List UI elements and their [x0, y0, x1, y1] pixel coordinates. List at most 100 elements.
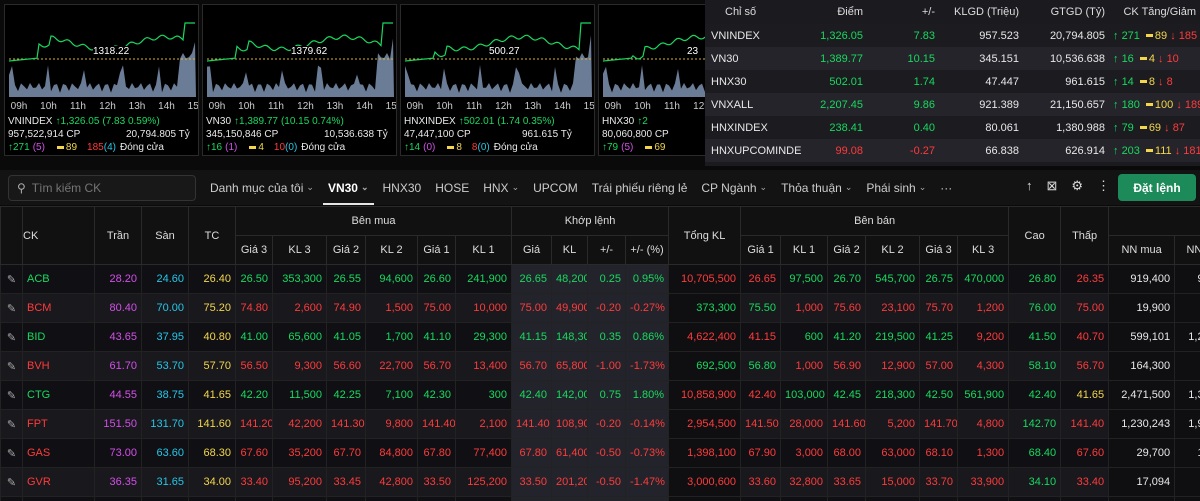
ticker-cell[interactable]: BVH — [22, 351, 95, 381]
index-row[interactable]: VN30 1,389.77 10.15 345.151 10,536.638 ↑ 16 4 … — [705, 47, 1200, 70]
index-card[interactable]: 500.2709h10h11h12h13h14h15hHNXINDEX↑502.… — [400, 4, 595, 156]
table-row[interactable]: ✎ ACB 28.20 24.60 26.40 26.50 353,300 26.55 94,6… — [0, 264, 1200, 294]
ticker-cell[interactable]: BID — [22, 322, 95, 352]
market-tab[interactable]: HOSE — [435, 170, 469, 205]
search-box[interactable]: ⚲ — [8, 174, 196, 201]
ticker-cell[interactable]: ACB — [22, 264, 95, 294]
col-header[interactable]: KL 3 — [957, 235, 1010, 265]
col-header-low[interactable]: Thấp — [1060, 206, 1110, 265]
col-header[interactable]: KL — [551, 235, 589, 265]
index-col-header[interactable]: Chỉ số — [725, 6, 757, 18]
cell: 41.05 — [326, 322, 366, 352]
col-header-total-vol[interactable]: Tổng KL — [668, 206, 742, 265]
place-order-button[interactable]: Đặt lệnh — [1118, 174, 1196, 201]
pin-icon[interactable]: ✎ — [0, 264, 23, 294]
pin-icon[interactable]: ✎ — [0, 409, 23, 439]
cell: 450,200 — [551, 496, 589, 501]
pin-icon[interactable]: ✎ — [0, 438, 23, 468]
index-row-breadth: ↑ 16 4 ↓ 10 — [1109, 53, 1200, 65]
table-row[interactable]: ✎ FPT 151.50 131.70 141.60 141.20 42,200 141.30… — [0, 409, 1200, 439]
pin-icon[interactable]: ✎ — [0, 380, 23, 410]
col-header[interactable]: KL 1 — [780, 235, 829, 265]
col-header[interactable]: Giá 2 — [326, 235, 366, 265]
index-row-change: 0.40 — [913, 121, 935, 134]
col-header-tran[interactable]: Trần — [94, 206, 142, 265]
group-header-foreign[interactable]: ĐTNN — [1108, 206, 1200, 236]
index-row[interactable]: VNINDEX 1,326.05 7.83 957.523 20,794.805 ↑ 27… — [705, 24, 1200, 47]
table-row[interactable]: ✎ BID 43.65 37.95 40.80 41.00 65,600 41.05 1,700… — [0, 322, 1200, 352]
ticker-cell[interactable]: GAS — [22, 438, 95, 468]
index-row[interactable]: HNX30 502.01 1.74 47.447 961.615 ↑ 14 8 ↓ 8 — [705, 70, 1200, 93]
index-row[interactable]: HNXUPCOMINDE 99.08 -0.27 66.838 626.914 ↑ 203… — [705, 139, 1200, 162]
more-vertical-icon[interactable]: ⋮ — [1097, 178, 1110, 193]
market-tab[interactable]: UPCOM — [533, 170, 578, 205]
index-col-header[interactable]: CK Tăng/Giảm — [1123, 6, 1196, 18]
table-row[interactable]: ✎ BVH 61.70 53.70 57.70 56.50 9,300 56.60 22,700… — [0, 351, 1200, 381]
col-header-ck[interactable]: CK — [22, 206, 95, 265]
index-col-header[interactable]: KLGD (Triệu) — [954, 6, 1019, 18]
gear-icon[interactable]: ⚙ — [1071, 178, 1083, 193]
cell: 23.30 — [326, 496, 366, 501]
market-tab[interactable]: HNX30 — [383, 170, 422, 205]
index-row[interactable]: HNXINDEX 238.41 0.40 80.061 1,380.988 ↑ 79 69 … — [705, 116, 1200, 139]
col-header[interactable]: +/- (%) — [625, 235, 670, 265]
col-header[interactable]: KL 3 — [272, 235, 327, 265]
cell: 67.80 — [417, 438, 456, 468]
market-tab[interactable]: Thỏa thuận ⌄ — [781, 170, 852, 205]
index-card[interactable]: 1318.2209h10h11h12h13h14h15hVNINDEX↑1,32… — [4, 4, 199, 156]
col-header-tc[interactable]: TC — [188, 206, 236, 265]
floor-count: (4) — [103, 142, 116, 153]
col-header[interactable]: KL 1 — [454, 235, 513, 265]
table-row[interactable]: ✎ GAS 73.00 63.60 68.30 67.60 35,200 67.70 84,80… — [0, 438, 1200, 468]
col-header[interactable]: Giá — [511, 235, 553, 265]
index-row[interactable]: VNXALL 2,207.45 9.86 921.389 21,150.657 ↑ 180… — [705, 93, 1200, 116]
index-card[interactable]: 1379.6209h10h11h12h13h14h15hVN30↑1,389.7… — [202, 4, 397, 156]
table-row[interactable]: ✎ CTG 44.55 38.75 41.65 42.20 11,500 42.25 7,100… — [0, 380, 1200, 410]
pin-icon[interactable]: ✎ — [0, 322, 23, 352]
index-col-header[interactable]: GTGD (Tỷ) — [1050, 6, 1105, 18]
ticker-cell[interactable]: HDB — [22, 496, 95, 501]
table-row[interactable]: ✎HDB24.6521.4523.0523.25230,80023.30424,… — [0, 496, 1200, 501]
search-input[interactable] — [31, 180, 182, 195]
index-col-header[interactable]: +/- — [921, 6, 935, 18]
ticker-cell[interactable]: BCM — [22, 293, 95, 323]
market-tab[interactable]: HNX ⌄ — [483, 170, 519, 205]
ticker-cell[interactable]: FPT — [22, 409, 95, 439]
col-header[interactable]: Giá 3 — [235, 235, 273, 265]
col-header[interactable]: Giá 1 — [417, 235, 456, 265]
col-header[interactable]: Giá 1 — [740, 235, 782, 265]
market-tab[interactable]: Phái sinh ⌄ — [866, 170, 926, 205]
col-header-san[interactable]: Sàn — [141, 206, 189, 265]
pin-icon[interactable]: ✎ — [0, 467, 23, 497]
table-row[interactable]: ✎ BCM 80.40 70.00 75.20 74.80 2,600 74.90 1,500 7… — [0, 293, 1200, 323]
index-row-change: 1.74 — [913, 75, 935, 88]
group-header-sell[interactable]: Bên bán — [740, 206, 1010, 236]
market-tab[interactable]: Trái phiếu riêng lẻ — [592, 170, 688, 205]
col-header[interactable]: KL 2 — [865, 235, 921, 265]
col-header[interactable]: Giá 2 — [827, 235, 867, 265]
table-row[interactable]: ✎ GVR 36.35 31.65 34.00 33.40 95,200 33.45 42,80… — [0, 467, 1200, 497]
cell: -1.47% — [625, 467, 670, 497]
pin-icon[interactable]: ✎ — [0, 496, 23, 501]
market-tab[interactable]: CP Ngành ⌄ — [701, 170, 767, 205]
col-header[interactable]: NN mua — [1108, 235, 1176, 265]
index-summary: VNINDEX ↑1,326.05 (7.83 0.59%) — [8, 116, 160, 127]
sort-up-icon[interactable]: ↑ — [1025, 178, 1033, 193]
col-header[interactable]: +/- — [587, 235, 627, 265]
ticker-cell[interactable]: CTG — [22, 380, 95, 410]
group-header-match[interactable]: Khớp lệnh — [511, 206, 670, 236]
col-header[interactable]: Giá 3 — [919, 235, 959, 265]
col-header[interactable]: NN bán — [1174, 235, 1200, 265]
market-tab[interactable]: ··· — [940, 170, 952, 205]
col-header[interactable]: KL 2 — [365, 235, 418, 265]
index-col-header[interactable]: Điểm — [837, 6, 863, 18]
market-tab[interactable]: VN30 ⌄ — [322, 170, 374, 205]
market-tab[interactable]: Danh mục của tôi ⌄ — [210, 170, 314, 205]
group-header-buy[interactable]: Bên mua — [234, 206, 513, 236]
ticker-cell[interactable]: GVR — [22, 467, 95, 497]
pin-icon[interactable]: ✎ — [0, 351, 23, 381]
pin-icon[interactable]: ✎ — [0, 293, 23, 323]
excel-icon[interactable]: ⊠ — [1046, 178, 1058, 193]
col-header-high[interactable]: Cao — [1008, 206, 1062, 265]
pin-col-header[interactable] — [0, 206, 23, 265]
